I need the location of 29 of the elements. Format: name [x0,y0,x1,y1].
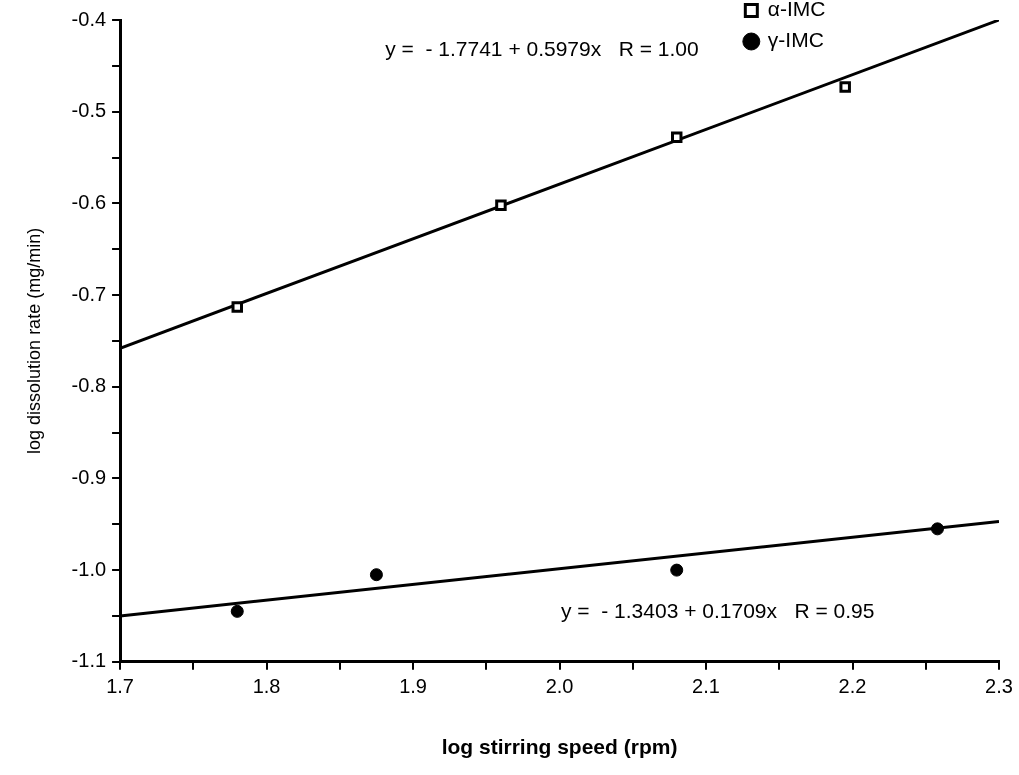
annotation: y = - 1.3403 + 0.1709x R = 0.95 [561,598,875,622]
y-axis-title: log dissolution rate (mg/min) [23,227,44,454]
legend-label: γ-IMC [767,28,824,52]
x-tick-label: 2.0 [545,675,574,698]
y-tick-label: -0.8 [71,374,107,397]
x-tick-label: 1.7 [106,675,134,698]
y-tick-label: -0.6 [71,190,107,213]
legend-label: α-IMC [767,0,826,21]
x-tick-label: 1.9 [399,675,427,698]
point [369,568,383,582]
annotation: y = - 1.7741 + 0.5979x R = 1.00 [385,36,699,60]
point [670,563,684,577]
point [231,301,243,313]
x-tick-label: 2.2 [838,675,867,698]
x-tick-label: 2.1 [692,675,720,698]
point [230,604,244,618]
point [670,131,683,144]
x-tick-label: 1.8 [252,675,281,698]
x-axis-title: log stirring speed (rpm) [441,735,678,759]
point [495,199,507,211]
x-tick-label: 2.3 [985,675,1013,698]
y-tick-label: -0.4 [71,7,107,30]
y-tick-label: -0.5 [71,99,107,122]
y-tick-label: -0.7 [71,282,107,305]
y-tick-label: -1.1 [71,649,107,672]
point [839,81,851,93]
y-tick-label: -0.9 [71,465,107,488]
y-tick-label: -1.0 [71,557,107,580]
point [930,522,944,536]
